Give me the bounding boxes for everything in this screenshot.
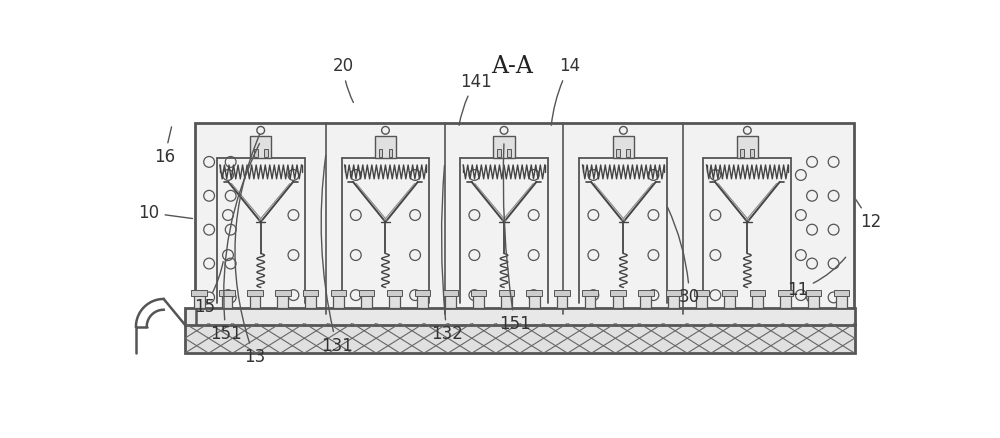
Bar xyxy=(497,149,501,156)
Bar xyxy=(194,293,205,308)
Text: 15: 15 xyxy=(194,261,223,316)
Bar xyxy=(499,290,514,296)
Bar xyxy=(750,290,765,296)
Bar xyxy=(694,290,709,296)
Bar xyxy=(724,293,735,308)
Bar xyxy=(808,293,819,308)
Bar xyxy=(417,293,428,308)
Bar xyxy=(191,290,207,296)
Text: 16: 16 xyxy=(154,127,175,166)
Bar xyxy=(834,290,849,296)
Bar xyxy=(836,293,847,308)
Bar xyxy=(626,149,630,156)
Text: A-A: A-A xyxy=(492,55,533,78)
Text: 20: 20 xyxy=(333,57,354,102)
Bar xyxy=(445,293,456,308)
Bar xyxy=(471,290,486,296)
Bar xyxy=(507,149,511,156)
Bar xyxy=(333,293,344,308)
Bar xyxy=(254,149,258,156)
Bar xyxy=(613,293,623,308)
Bar xyxy=(185,308,855,325)
Text: 11: 11 xyxy=(787,257,846,299)
Bar xyxy=(387,290,402,296)
Bar xyxy=(375,137,396,158)
Bar xyxy=(750,149,754,156)
Bar xyxy=(610,290,626,296)
Bar xyxy=(638,290,654,296)
Text: 10: 10 xyxy=(138,204,193,222)
Bar xyxy=(219,290,235,296)
Bar xyxy=(585,293,595,308)
Bar xyxy=(305,293,316,308)
Bar xyxy=(389,149,392,156)
Text: 12: 12 xyxy=(856,200,881,231)
Bar xyxy=(264,149,268,156)
Bar xyxy=(275,290,291,296)
Bar xyxy=(557,293,567,308)
Text: 13: 13 xyxy=(235,134,265,367)
Bar xyxy=(473,293,484,308)
Bar xyxy=(529,293,540,308)
Bar xyxy=(379,149,382,156)
Bar xyxy=(640,293,651,308)
Bar xyxy=(247,290,263,296)
Bar xyxy=(415,290,430,296)
Bar xyxy=(185,324,855,353)
Bar xyxy=(806,290,821,296)
Bar xyxy=(722,290,737,296)
Bar xyxy=(696,293,707,308)
Bar xyxy=(361,293,372,308)
Bar xyxy=(493,137,515,158)
Text: 30: 30 xyxy=(668,208,700,307)
Bar xyxy=(443,290,458,296)
Bar xyxy=(778,290,793,296)
Text: 132: 132 xyxy=(431,166,463,343)
Bar xyxy=(195,124,854,314)
Bar xyxy=(250,137,271,158)
Text: 151: 151 xyxy=(210,144,259,343)
Bar xyxy=(582,290,598,296)
Bar xyxy=(737,137,758,158)
Bar xyxy=(359,290,374,296)
Bar xyxy=(740,149,744,156)
Text: 151: 151 xyxy=(499,144,531,333)
Bar xyxy=(389,293,400,308)
Text: 141: 141 xyxy=(459,73,491,125)
Bar xyxy=(222,293,232,308)
Bar xyxy=(666,290,681,296)
Bar xyxy=(554,290,570,296)
Bar xyxy=(526,290,542,296)
Bar xyxy=(780,293,791,308)
Bar xyxy=(616,149,620,156)
Bar xyxy=(613,137,634,158)
Text: 131: 131 xyxy=(321,155,353,355)
Bar xyxy=(668,293,679,308)
Bar xyxy=(501,293,512,308)
Text: 14: 14 xyxy=(551,57,580,125)
Bar xyxy=(277,293,288,308)
Bar xyxy=(250,293,260,308)
Bar xyxy=(331,290,346,296)
Bar xyxy=(752,293,763,308)
Bar xyxy=(303,290,318,296)
